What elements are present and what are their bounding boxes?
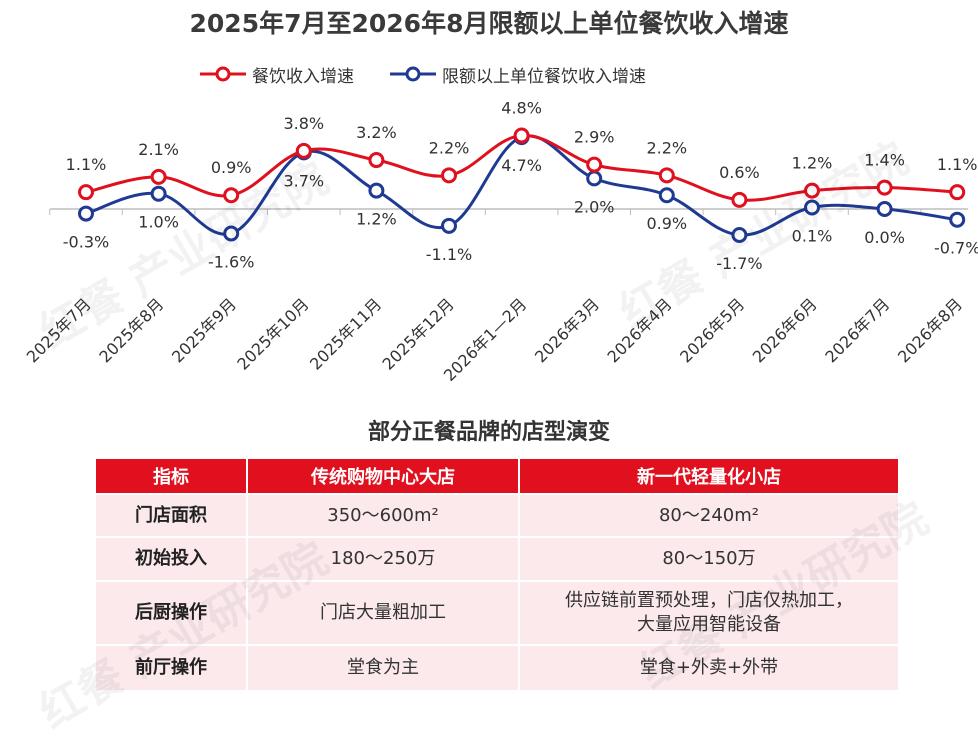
data-point [223, 187, 240, 204]
x-tick-label: 2025年10月 [233, 294, 312, 373]
data-label: 1.2% [792, 154, 833, 173]
store-format-table: 指标 传统购物中心大店 新一代轻量化小店 门店面积 350～600m² 80～2… [96, 459, 898, 690]
x-tick-label: 2026年7月 [821, 294, 893, 366]
table-cell: 180～250万 [247, 536, 520, 581]
x-tick-label: 2025年12月 [379, 294, 458, 373]
data-point [78, 184, 94, 201]
table-cell: 供应链前置预处理，门店仅热加工，大量应用智能设备 [519, 580, 898, 645]
data-label: -0.7% [934, 239, 978, 258]
data-label: -1.7% [716, 254, 762, 273]
data-point [804, 199, 820, 216]
data-label: 3.8% [283, 114, 324, 133]
data-point [731, 227, 748, 244]
data-label: 2.0% [574, 197, 615, 216]
data-point [368, 182, 385, 199]
data-label: 0.1% [792, 226, 833, 245]
line-chart: 2025年7月 2025年8月 2025年9月2025年10月2025年11月202… [23, 99, 978, 385]
data-point [223, 225, 240, 242]
data-label: -0.3% [63, 233, 109, 252]
data-point [150, 185, 167, 202]
table-row: 后厨操作 门店大量粗加工 供应链前置预处理，门店仅热加工，大量应用智能设备 [96, 580, 898, 645]
table-cell: 80～150万 [519, 536, 898, 581]
data-label: -1.1% [426, 245, 472, 264]
table-cell: 堂食+外卖+外带 [519, 644, 898, 690]
data-label: -1.6% [208, 252, 254, 271]
data-label: 1.0% [138, 213, 179, 232]
data-label: 2.2% [429, 138, 470, 157]
table-row-label: 初始投入 [96, 536, 248, 581]
data-point [949, 211, 966, 228]
data-point [513, 127, 530, 144]
table-row-label: 前厅操作 [96, 644, 248, 690]
data-point [78, 205, 94, 222]
x-tick-label: 2026年8月 [894, 294, 966, 366]
data-point [876, 201, 893, 217]
data-point [731, 191, 748, 208]
table-header-row: 指标 传统购物中心大店 新一代轻量化小店 [96, 459, 898, 494]
data-point [949, 184, 966, 201]
data-point [150, 168, 167, 185]
x-tick-label: 2026年3月 [531, 294, 603, 366]
data-point [441, 217, 457, 234]
table-cell: 80～240m² [519, 493, 898, 537]
legend-item-dining-revenue: 餐饮收入增速 [200, 62, 354, 87]
data-point [586, 170, 603, 187]
legend-label: 餐饮收入增速 [252, 66, 354, 87]
data-label: 1.1% [66, 155, 107, 174]
table-cell: 堂食为主 [247, 644, 520, 690]
data-label: 1.1% [937, 155, 978, 174]
data-point [658, 187, 675, 204]
data-label: 2.2% [646, 138, 687, 157]
table-row: 前厅操作 堂食为主 堂食+外卖+外带 [96, 644, 898, 690]
table-row-label: 后厨操作 [96, 580, 248, 645]
data-label: 0.6% [719, 163, 760, 182]
table-row: 门店面积 350～600m² 80～240m² [96, 493, 898, 537]
data-point [876, 179, 893, 196]
table-cell: 门店大量粗加工 [247, 580, 520, 645]
legend-item-above-quota: 限额以上单位餐饮收入增速 [390, 62, 646, 87]
data-label: 1.2% [356, 210, 397, 229]
data-label: 4.8% [501, 99, 542, 118]
data-point [441, 167, 457, 184]
data-point [804, 182, 820, 199]
table-row: 初始投入 180～250万 80～150万 [96, 536, 898, 581]
table-title: 部分正餐品牌的店型演变 [367, 420, 610, 445]
chart-title: 2025年7月至2026年8月限额以上单位餐饮收入增速 [189, 9, 789, 38]
data-point [586, 156, 603, 173]
x-tick-label: 2026年6月 [749, 294, 821, 366]
table-row-label: 门店面积 [96, 493, 248, 537]
data-point [295, 142, 312, 159]
data-label: 2.1% [138, 140, 179, 159]
legend-swatch-red [200, 66, 246, 82]
legend-label: 限额以上单位餐饮收入增速 [442, 66, 646, 87]
data-point [368, 152, 385, 169]
data-label: 0.9% [646, 214, 687, 233]
data-point [658, 167, 675, 184]
chart-legend: 餐饮收入增速 限额以上单位餐饮收入增速 [200, 60, 682, 88]
data-label: 3.7% [283, 171, 324, 190]
data-label: 4.7% [501, 156, 542, 175]
data-label: 2.9% [574, 128, 615, 147]
legend-swatch-blue [390, 66, 436, 82]
table-header-cell: 指标 [96, 459, 248, 494]
data-label: 0.0% [864, 228, 905, 247]
data-label: 1.4% [864, 151, 905, 170]
x-tick-label: 2025年9月 [168, 294, 240, 366]
table-header-cell: 传统购物中心大店 [247, 459, 520, 494]
table-header-cell: 新一代轻量化小店 [519, 459, 898, 494]
data-label: 0.9% [211, 158, 252, 177]
x-tick-label: 2025年11月 [306, 294, 385, 373]
data-label: 3.2% [356, 123, 397, 142]
table-cell: 350～600m² [247, 493, 520, 537]
